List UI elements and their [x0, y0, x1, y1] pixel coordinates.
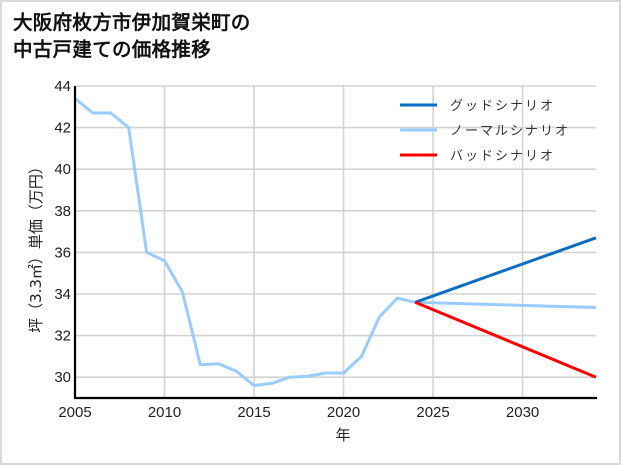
series-lines: [74, 97, 597, 387]
y-axis-label: 坪（3.3㎡）単価（万円）: [27, 159, 45, 333]
y-tick-label: 44: [54, 78, 71, 95]
legend-label: ノーマルシナリオ: [450, 124, 570, 139]
series-line-0: [414, 236, 597, 304]
x-tick-label: 2005: [58, 404, 91, 421]
chart-title-line-2: 中古戸建ての価格推移: [13, 38, 212, 61]
x-tick-label: 2010: [148, 404, 181, 421]
y-tick-label: 34: [54, 286, 71, 303]
y-tick-labels: 30 32 34 36 38 40 42 44: [54, 78, 71, 386]
axes: [73, 86, 597, 400]
y-tick-label: 42: [54, 120, 71, 137]
x-tick-label: 2015: [237, 404, 270, 421]
legend-label: グッドシナリオ: [450, 99, 555, 114]
y-tick-label: 36: [54, 244, 71, 261]
x-tick-labels: 2005 2010 2015 2020 2025 2030: [58, 404, 539, 421]
x-tick-label: 2025: [416, 404, 449, 421]
y-tick-label: 30: [54, 369, 71, 386]
chart-title-line-1: 大阪府枚方市伊加賀栄町の: [13, 11, 251, 34]
y-tick-label: 38: [54, 203, 71, 220]
series-line-2: [414, 300, 597, 379]
chart-title: 大阪府枚方市伊加賀栄町の 中古戸建ての価格推移: [13, 9, 251, 63]
x-tick-label: 2020: [327, 404, 360, 421]
x-axis-label: 年: [335, 426, 350, 444]
x-tick-label: 2030: [506, 404, 539, 421]
y-tick-label: 40: [54, 161, 71, 178]
legend-label: バッドシナリオ: [450, 149, 555, 164]
y-tick-label: 32: [54, 328, 71, 345]
series-line-1: [74, 97, 597, 387]
